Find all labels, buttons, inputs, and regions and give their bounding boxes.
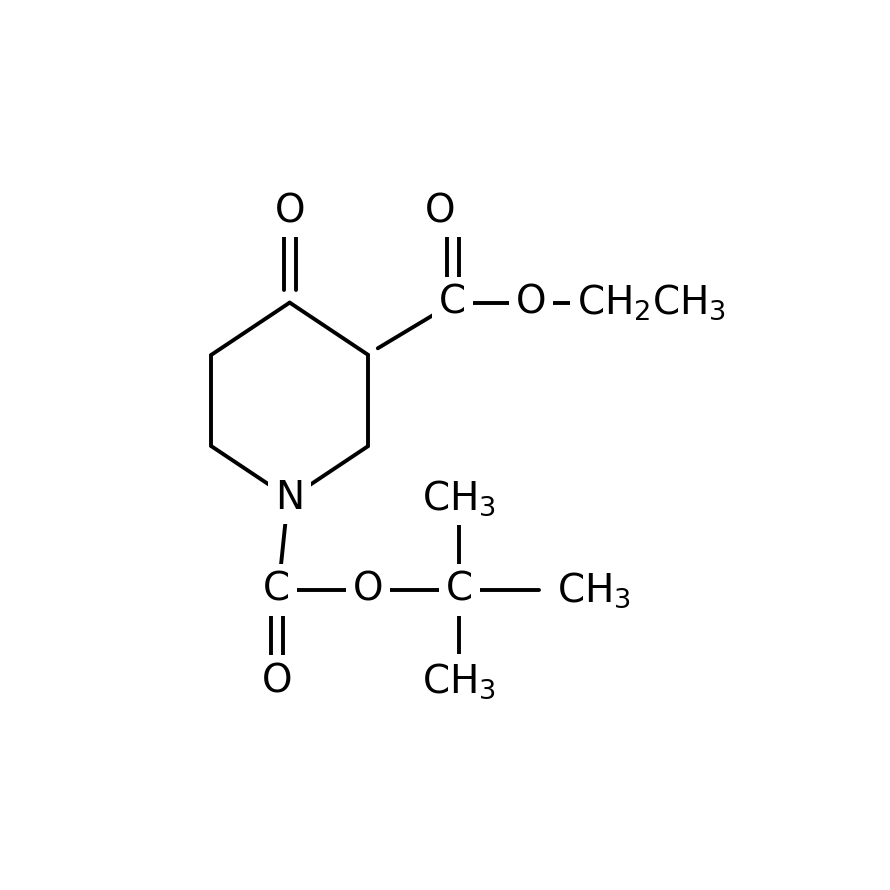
Text: CH$_2$CH$_3$: CH$_2$CH$_3$ bbox=[577, 283, 726, 322]
Text: C: C bbox=[440, 284, 466, 321]
Text: O: O bbox=[516, 284, 546, 321]
Text: N: N bbox=[275, 480, 304, 517]
Text: CH$_3$: CH$_3$ bbox=[423, 479, 497, 518]
Text: C: C bbox=[446, 570, 473, 609]
Text: C: C bbox=[263, 570, 290, 609]
Text: O: O bbox=[262, 662, 292, 700]
Text: CH$_3$: CH$_3$ bbox=[557, 570, 631, 610]
Text: O: O bbox=[352, 570, 384, 609]
Text: O: O bbox=[274, 192, 305, 231]
Text: O: O bbox=[425, 192, 455, 231]
Text: CH$_3$: CH$_3$ bbox=[423, 661, 497, 701]
